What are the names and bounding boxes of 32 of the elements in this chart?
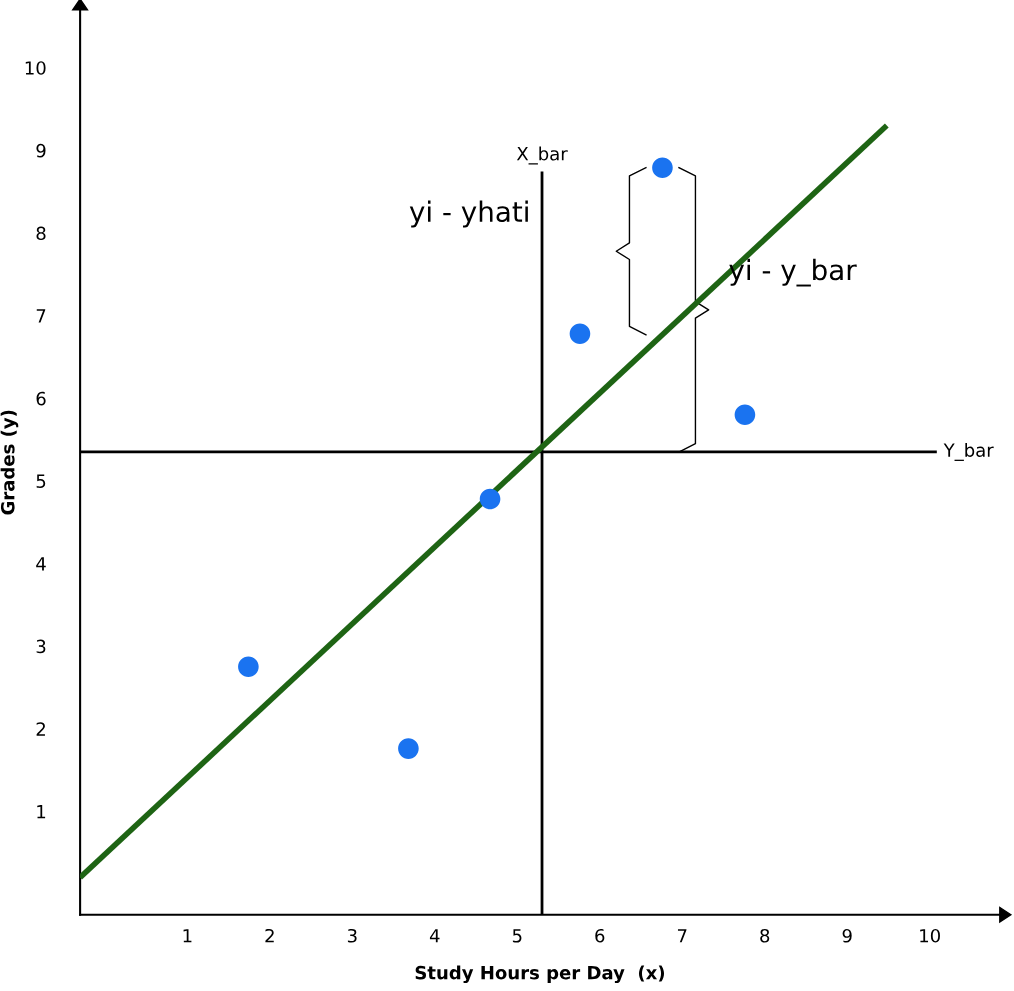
y-tick-label: 4 (36, 557, 46, 571)
y-tick-label: 9 (36, 143, 46, 158)
ref-line-label: Y_bar (943, 442, 994, 461)
y-tick-label: 7 (36, 309, 46, 323)
x-tick-label: 2 (265, 928, 274, 943)
x-axis-title: Study Hours per Day (x) (415, 965, 665, 984)
x-tick-label: 3 (347, 928, 357, 943)
point (479, 488, 501, 510)
point (569, 323, 591, 345)
point (652, 157, 673, 179)
x-tick-label: 10 (920, 928, 940, 943)
annotation: yi - yhati (409, 200, 528, 228)
ref-line-label: X_bar (516, 146, 568, 165)
y-tick-label: 2 (36, 722, 45, 736)
point (238, 656, 259, 678)
y-tick-label: 5 (36, 474, 46, 489)
x-tick-label: 7 (677, 929, 687, 943)
x-tick-label: 8 (760, 928, 770, 943)
x-tick-label: 9 (842, 928, 852, 943)
point (398, 738, 419, 759)
y-tick-label: 10 (25, 61, 46, 75)
x-tick-label: 6 (595, 928, 605, 943)
annotation: yi - y_bar (729, 258, 857, 287)
y-axis-title: Grades (y) (0, 410, 19, 515)
point (734, 404, 756, 426)
y-tick-label: 3 (36, 639, 46, 654)
x-tick-label: 4 (429, 929, 440, 943)
y-tick-label: 8 (36, 226, 46, 241)
y-tick-label: 6 (36, 391, 46, 406)
x-tick-label: 5 (512, 929, 522, 943)
x-tick-label: 1 (183, 929, 192, 943)
y-tick-label: 1 (37, 805, 46, 819)
